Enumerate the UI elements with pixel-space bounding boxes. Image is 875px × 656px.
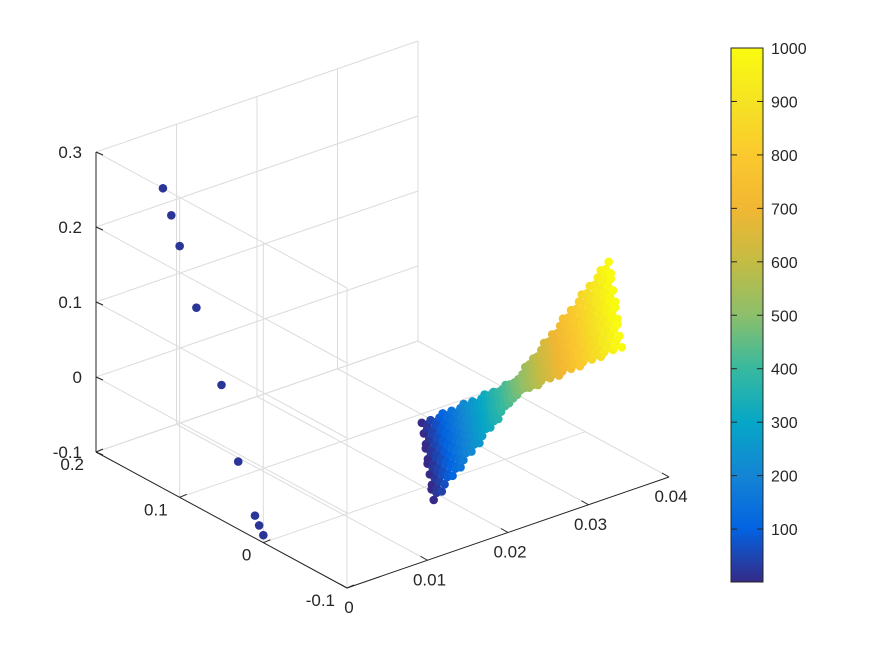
z-tick-label: 0.3 xyxy=(58,143,82,162)
x-tick-mark xyxy=(420,555,428,561)
grid-back-z-0 xyxy=(95,340,419,453)
scatter-point xyxy=(494,414,503,424)
grid-back-z-2 xyxy=(95,190,419,303)
grid-back-z-3 xyxy=(95,115,419,228)
axes xyxy=(95,151,670,589)
x-tick-mark xyxy=(581,500,589,506)
x-tick-label: 0.03 xyxy=(574,515,607,534)
scatter-point xyxy=(217,380,226,390)
scatter-point xyxy=(233,457,243,466)
x-tick-mark xyxy=(500,528,509,533)
colorbar-tick-label: 800 xyxy=(771,148,798,165)
scatter-point xyxy=(486,423,495,432)
z-tick-mark xyxy=(95,226,104,231)
z-tick-label: 0.1 xyxy=(58,293,82,312)
scatter-point xyxy=(477,431,487,441)
y-tick-label: -0.1 xyxy=(306,591,335,610)
colorbar-tick-label: 300 xyxy=(771,415,798,432)
scatter-point xyxy=(615,331,624,341)
scatter-point xyxy=(456,463,465,472)
grid-floor-x-1 xyxy=(176,423,428,561)
colorbar-tick-label: 700 xyxy=(771,201,798,218)
grid-left-z-4 xyxy=(95,151,348,289)
scatter-point xyxy=(459,455,468,465)
scatter-point xyxy=(608,286,618,295)
scatter-point xyxy=(448,471,457,481)
scatter-point xyxy=(606,274,616,284)
x-tick-mark xyxy=(661,472,670,478)
z-tick-mark xyxy=(95,301,104,306)
x-tick-label: 0.02 xyxy=(493,543,526,562)
colorbar-tick-label: 1000 xyxy=(771,41,807,58)
scatter-point xyxy=(604,257,613,267)
y-tick-label: 0.2 xyxy=(60,455,84,474)
x-tick-label: 0.01 xyxy=(413,570,446,589)
grid-back-z-1 xyxy=(95,265,419,378)
colorbar-tick-label: 900 xyxy=(771,94,798,111)
y-tick-label: 0.1 xyxy=(144,500,168,519)
grid-left-z-3 xyxy=(95,226,348,364)
colorbar-tick-label: 400 xyxy=(771,362,798,379)
grid-back-z-4 xyxy=(95,40,419,153)
z-tick-label: 0.2 xyxy=(58,218,82,237)
z-tick-label: -0.1 xyxy=(53,443,82,462)
scatter-point xyxy=(175,241,184,251)
scatter-point xyxy=(610,303,620,312)
z-tick-mark xyxy=(95,151,104,156)
colorbar: 100 200 300 400 500 600 700 800 900 1000 xyxy=(730,41,807,583)
scatter-point xyxy=(475,438,484,448)
scatter-point xyxy=(254,521,264,530)
y-tick-mark xyxy=(179,493,187,498)
z-tick-label: 0 xyxy=(73,368,82,387)
y-tick-mark xyxy=(263,539,271,544)
scatter-point xyxy=(167,211,176,220)
grid-floor-y-1 xyxy=(263,431,586,544)
z-tick-mark xyxy=(95,451,104,456)
z-tick-mark xyxy=(95,376,104,381)
x-tick-label: 0 xyxy=(344,598,353,617)
colorbar-tick-label: 500 xyxy=(771,308,798,325)
grid-left-z-2 xyxy=(95,301,348,439)
colorbar-tick-label: 200 xyxy=(771,469,798,486)
scatter-point xyxy=(617,343,627,352)
scatter-point xyxy=(440,480,449,489)
y-tick-label: 0 xyxy=(242,546,251,565)
scatter-point xyxy=(158,183,168,193)
data-points xyxy=(158,183,627,540)
scatter-point xyxy=(250,511,260,520)
grid-floor-y-2 xyxy=(179,385,502,498)
grid-floor-x-2 xyxy=(256,396,509,533)
scatter-point xyxy=(429,495,439,505)
scatter-point xyxy=(437,487,447,496)
y-axis-line xyxy=(95,451,348,589)
scatter-point xyxy=(467,447,476,456)
colorbar-tick-label: 600 xyxy=(771,255,798,272)
x-tick-label: 0.04 xyxy=(654,487,687,506)
tick-labels: 00.010.020.030.04-0.100.10.2-0.100.10.20… xyxy=(53,143,688,617)
scatter-point xyxy=(192,303,201,312)
grid-floor-x-4 xyxy=(417,340,670,478)
colorbar-tick-label: 100 xyxy=(771,522,798,539)
scatter-point xyxy=(259,530,268,540)
scatter-point xyxy=(613,320,622,329)
y-tick-mark xyxy=(346,584,355,589)
y-tick-mark xyxy=(95,448,104,453)
grid-left-z-1 xyxy=(95,376,348,514)
x-tick-mark xyxy=(339,583,348,589)
